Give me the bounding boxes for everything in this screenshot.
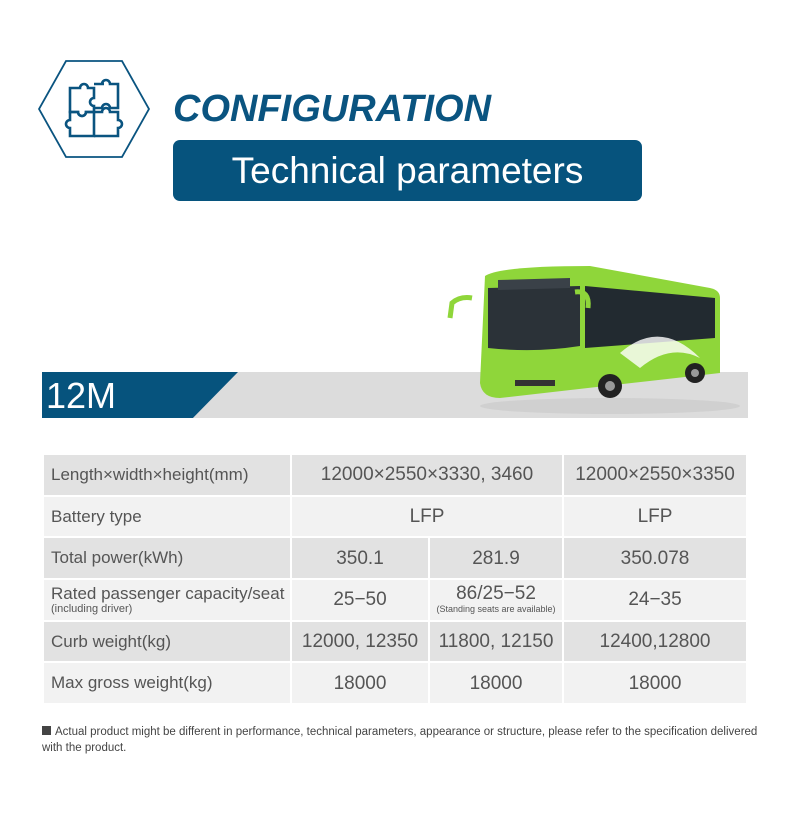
cell-value: 12000×2550×3350	[575, 464, 735, 486]
disclaimer-text: Actual product might be different in per…	[42, 726, 758, 754]
table-row: Curb weight(kg) 12000, 12350 11800, 1215…	[42, 619, 748, 664]
cell: 281.9	[428, 536, 564, 581]
model-label: 12M	[46, 375, 117, 416]
cell: 18000	[290, 661, 430, 706]
row-sublabel: (including driver)	[51, 602, 133, 615]
cell: LFP	[562, 494, 748, 539]
row-label-text: Rated passenger capacity/seat	[51, 583, 285, 603]
row-label: Length×width×height(mm)	[42, 453, 292, 497]
cell-value: 12400,12800	[599, 631, 711, 653]
bullet-square-icon	[42, 726, 51, 735]
cell-value: 12000, 12350	[301, 631, 419, 653]
cell: 86/25−52 (Standing seats are available)	[428, 578, 564, 622]
row-label: Max gross weight(kg)	[42, 661, 292, 706]
cell-value: LFP	[637, 506, 673, 528]
row-label: Curb weight(kg)	[42, 619, 292, 664]
cell: 12000, 12350	[290, 619, 430, 664]
cell: 350.1	[290, 536, 430, 581]
cell: 18000	[428, 661, 564, 706]
table-row: Max gross weight(kg) 18000 18000 18000	[42, 661, 748, 706]
cell-value: 12000×2550×3330, 3460	[320, 464, 534, 486]
cell: 12000×2550×3330, 3460	[290, 453, 564, 497]
model-label-box: 12M	[42, 372, 238, 418]
cell-value: 350.078	[620, 547, 690, 569]
section-subtitle: Technical parameters	[173, 140, 642, 201]
cell: 18000	[562, 661, 748, 706]
row-label: Total power(kWh)	[42, 536, 292, 581]
spec-table: Length×width×height(mm) 12000×2550×3330,…	[42, 453, 748, 706]
disclaimer: Actual product might be different in per…	[42, 724, 762, 756]
cell: 12000×2550×3350	[562, 453, 748, 497]
row-label: Battery type	[42, 494, 292, 539]
cell-value: 350.1	[336, 547, 384, 569]
cell: 350.078	[562, 536, 748, 581]
table-row: Total power(kWh) 350.1 281.9 350.078	[42, 536, 748, 581]
cell-value: 11800, 12150	[438, 631, 554, 653]
cell-value: 18000	[333, 672, 387, 694]
cell-value: 281.9	[472, 547, 520, 569]
row-label: Rated passenger capacity/seat (including …	[42, 578, 292, 622]
page-title: CONFIGURATION	[173, 88, 492, 130]
cell-value: 25−50	[333, 589, 387, 611]
cell: LFP	[290, 494, 564, 539]
puzzle-icon	[38, 60, 150, 158]
cell: 11800, 12150	[428, 619, 564, 664]
cell: 24−35	[562, 578, 748, 622]
cell-value: LFP	[409, 506, 445, 528]
cell-value: 18000	[628, 672, 682, 694]
cell-value: 24−35	[628, 589, 682, 611]
cell: 25−50	[290, 578, 430, 622]
table-row: Battery type LFP LFP	[42, 494, 748, 539]
bus-image	[447, 266, 740, 414]
cell: 12400,12800	[562, 619, 748, 664]
cell-note: (Standing seats are available)	[436, 604, 556, 615]
table-row: Length×width×height(mm) 12000×2550×3330,…	[42, 453, 748, 497]
cell-value: 86/25−52	[456, 583, 536, 605]
table-row: Rated passenger capacity/seat (including …	[42, 578, 748, 622]
cell-value: 18000	[469, 672, 523, 694]
